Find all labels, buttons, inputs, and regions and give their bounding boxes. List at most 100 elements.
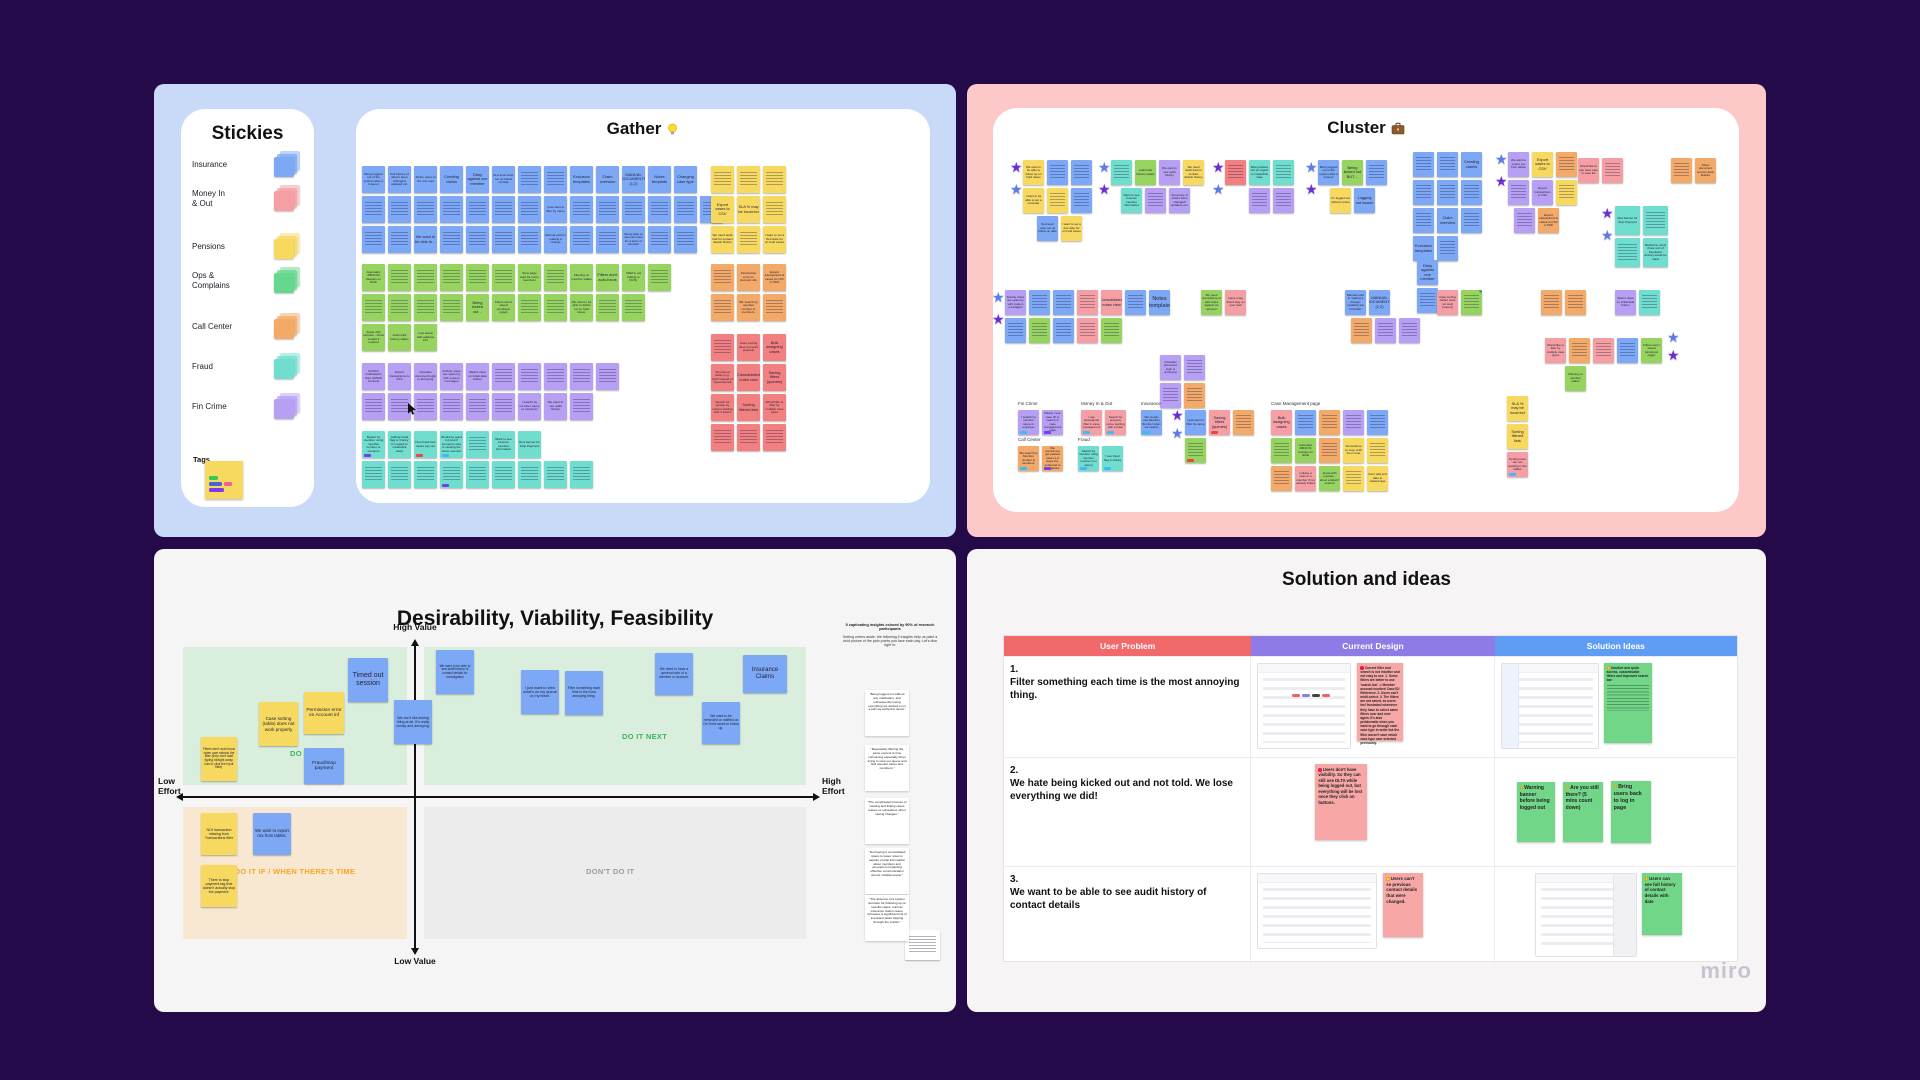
sticky-note[interactable]: We want to export csv from tables: [1508, 152, 1529, 177]
sticky-note[interactable]: [763, 166, 786, 193]
sticky-note[interactable]: I want to set a due date for on hold cas…: [1061, 216, 1082, 241]
sticky-note[interactable]: [518, 294, 541, 321]
sticky-note[interactable]: Case sorting (table) does not work prope…: [259, 702, 298, 746]
sticky-note[interactable]: Report by member using member number or …: [362, 431, 385, 458]
sticky-note[interactable]: SLA % may be incorrect: [1507, 396, 1528, 421]
sticky-note[interactable]: [518, 196, 541, 223]
sticky-note[interactable]: [492, 393, 515, 420]
sticky-note[interactable]: Manual work in making a change: updating…: [1345, 290, 1366, 315]
sticky-note[interactable]: [1271, 466, 1292, 491]
solution-screenshot[interactable]: [1500, 663, 1599, 749]
sticky-note[interactable]: [1413, 180, 1434, 205]
sticky-note[interactable]: Export transactions & cases to CSV or PD…: [1538, 208, 1559, 233]
sticky-note[interactable]: We need to have a general note of a memb…: [655, 653, 693, 695]
sticky-note[interactable]: [737, 166, 760, 193]
sticky-note[interactable]: [492, 264, 515, 291]
sticky-note[interactable]: [440, 294, 463, 321]
sticky-note[interactable]: [1351, 318, 1372, 343]
vote-star-icon[interactable]: ★: [1010, 159, 1023, 175]
sticky-note[interactable]: NOI transaction missing from Transaction…: [201, 813, 237, 855]
sticky-note[interactable]: [388, 264, 411, 291]
sticky-note[interactable]: All the notes in the one spot: [414, 166, 437, 193]
sticky-note[interactable]: We need audit trail for contact details …: [1183, 160, 1204, 185]
sticky-note[interactable]: Would be good to know if someone else is…: [440, 431, 463, 458]
sticky-note[interactable]: Export transactions to CSV: [388, 363, 411, 390]
sticky-note[interactable]: Search for people by names starting with…: [711, 394, 734, 421]
sticky-note[interactable]: [362, 461, 385, 488]
sticky-note[interactable]: [492, 461, 515, 488]
sticky-note[interactable]: Sorting rows are not working in the tabl…: [1507, 452, 1528, 477]
sticky-note[interactable]: [492, 226, 515, 253]
sticky-note[interactable]: [1273, 160, 1294, 185]
sticky-note[interactable]: I just want to filter by name: [1185, 410, 1206, 435]
sticky-note[interactable]: Notes template: [648, 166, 671, 193]
sticky-note[interactable]: [466, 264, 489, 291]
sticky-note[interactable]: Audit trail/ historic states: [1135, 160, 1156, 185]
sticky-note[interactable]: [362, 294, 385, 321]
vote-star-icon[interactable]: ★: [1495, 151, 1508, 167]
sticky-note[interactable]: Rarely I use case ID to search in case m…: [1042, 410, 1063, 435]
current-design-screenshot[interactable]: [1257, 663, 1352, 749]
sticky-note[interactable]: Filters aren't saved (employer page): [1641, 338, 1662, 363]
insight-quote-note[interactable]: "Repeatedly filtering the same content i…: [865, 745, 909, 791]
sticky-note[interactable]: [1145, 188, 1166, 213]
sticky-note[interactable]: Want to see forensic member information: [492, 431, 515, 458]
sticky-note[interactable]: Filtering on member status: [570, 264, 593, 291]
sticky-note[interactable]: CRM is not talking to DLTA,: [622, 264, 645, 291]
vote-star-icon[interactable]: ★: [1667, 347, 1680, 363]
sticky-note[interactable]: We don't like linking thing at all. It's…: [394, 700, 432, 744]
sticky-note[interactable]: [1047, 160, 1068, 185]
sticky-note[interactable]: [674, 196, 697, 223]
sticky-note[interactable]: [1029, 290, 1050, 315]
sticky-note[interactable]: We want to see audit history: [1159, 160, 1180, 185]
sticky-note[interactable]: Activity notes are spammy with system me…: [1005, 290, 1026, 315]
sticky-note[interactable]: SLA % may be incorrect: [737, 196, 760, 223]
sticky-note[interactable]: [1343, 466, 1364, 491]
sticky-note[interactable]: We want to see audit history: [544, 393, 567, 420]
sticky-note[interactable]: [1184, 355, 1205, 380]
sticky-note[interactable]: Bulk assigning cases: [1271, 410, 1292, 435]
sticky-note[interactable]: [466, 461, 489, 488]
vote-star-icon[interactable]: ★: [1667, 329, 1680, 345]
sticky-note[interactable]: [648, 196, 671, 223]
sticky-note[interactable]: We sometimes get passed cases 1-2 days o…: [1042, 446, 1063, 471]
sticky-note[interactable]: Being kicked out BUT…: [1342, 160, 1363, 185]
insight-quote-note[interactable]: "Being logged out without any notificati…: [865, 690, 909, 736]
sticky-note[interactable]: We want to export csv from tables.: [253, 813, 291, 855]
sticky-note[interactable]: Saving filters (queues): [763, 364, 786, 391]
sticky-note[interactable]: [1565, 290, 1586, 315]
sticky-note[interactable]: [1053, 318, 1074, 343]
sticky-note[interactable]: Sorting filtered lists: [737, 394, 760, 421]
sticky-note[interactable]: I search by member name or employer: [1018, 410, 1039, 435]
sticky-note[interactable]: [1029, 318, 1050, 343]
vote-star-icon[interactable]: ★: [1305, 181, 1318, 197]
sticky-note[interactable]: [711, 166, 734, 193]
sticky-note[interactable]: Case sorting does not work properly: [737, 334, 760, 361]
sticky-note[interactable]: [1249, 188, 1270, 213]
sticky-note[interactable]: [1367, 438, 1388, 463]
sticky-note[interactable]: [622, 196, 645, 223]
sticky-note[interactable]: [570, 461, 593, 488]
sticky-note[interactable]: I just want to filter by name: [544, 196, 567, 223]
vote-star-icon[interactable]: ★: [1171, 407, 1184, 423]
sticky-note[interactable]: [1617, 338, 1638, 363]
sticky-note[interactable]: [711, 424, 734, 451]
sticky-note[interactable]: [414, 461, 437, 488]
solution-note[interactable]: Intuitive and quick access, customisable…: [1603, 663, 1652, 743]
sticky-note[interactable]: [1295, 410, 1316, 435]
sticky-note[interactable]: [1366, 160, 1387, 185]
sticky-note[interactable]: [1077, 318, 1098, 343]
sticky-note[interactable]: Shortened fields (e.g. QLD instead of Qu…: [711, 364, 734, 391]
sticky-note[interactable]: [1005, 318, 1026, 343]
sticky-note[interactable]: [570, 393, 593, 420]
sticky-note[interactable]: Insurance Claims: [743, 655, 787, 693]
sticky-note[interactable]: [388, 461, 411, 488]
sticky-note[interactable]: [414, 196, 437, 223]
sticky-note[interactable]: There is stop payment tag that doesn't a…: [201, 865, 237, 907]
vote-star-icon[interactable]: ★: [1098, 159, 1111, 175]
sticky-note[interactable]: Consolidated notes view: [737, 364, 760, 391]
sticky-note[interactable]: Chandler document login is annoying: [414, 363, 437, 390]
current-design-screenshot[interactable]: [1257, 873, 1378, 949]
sticky-note[interactable]: Wasn't clear on initial data button: [1615, 290, 1636, 315]
sticky-note[interactable]: [362, 226, 385, 253]
